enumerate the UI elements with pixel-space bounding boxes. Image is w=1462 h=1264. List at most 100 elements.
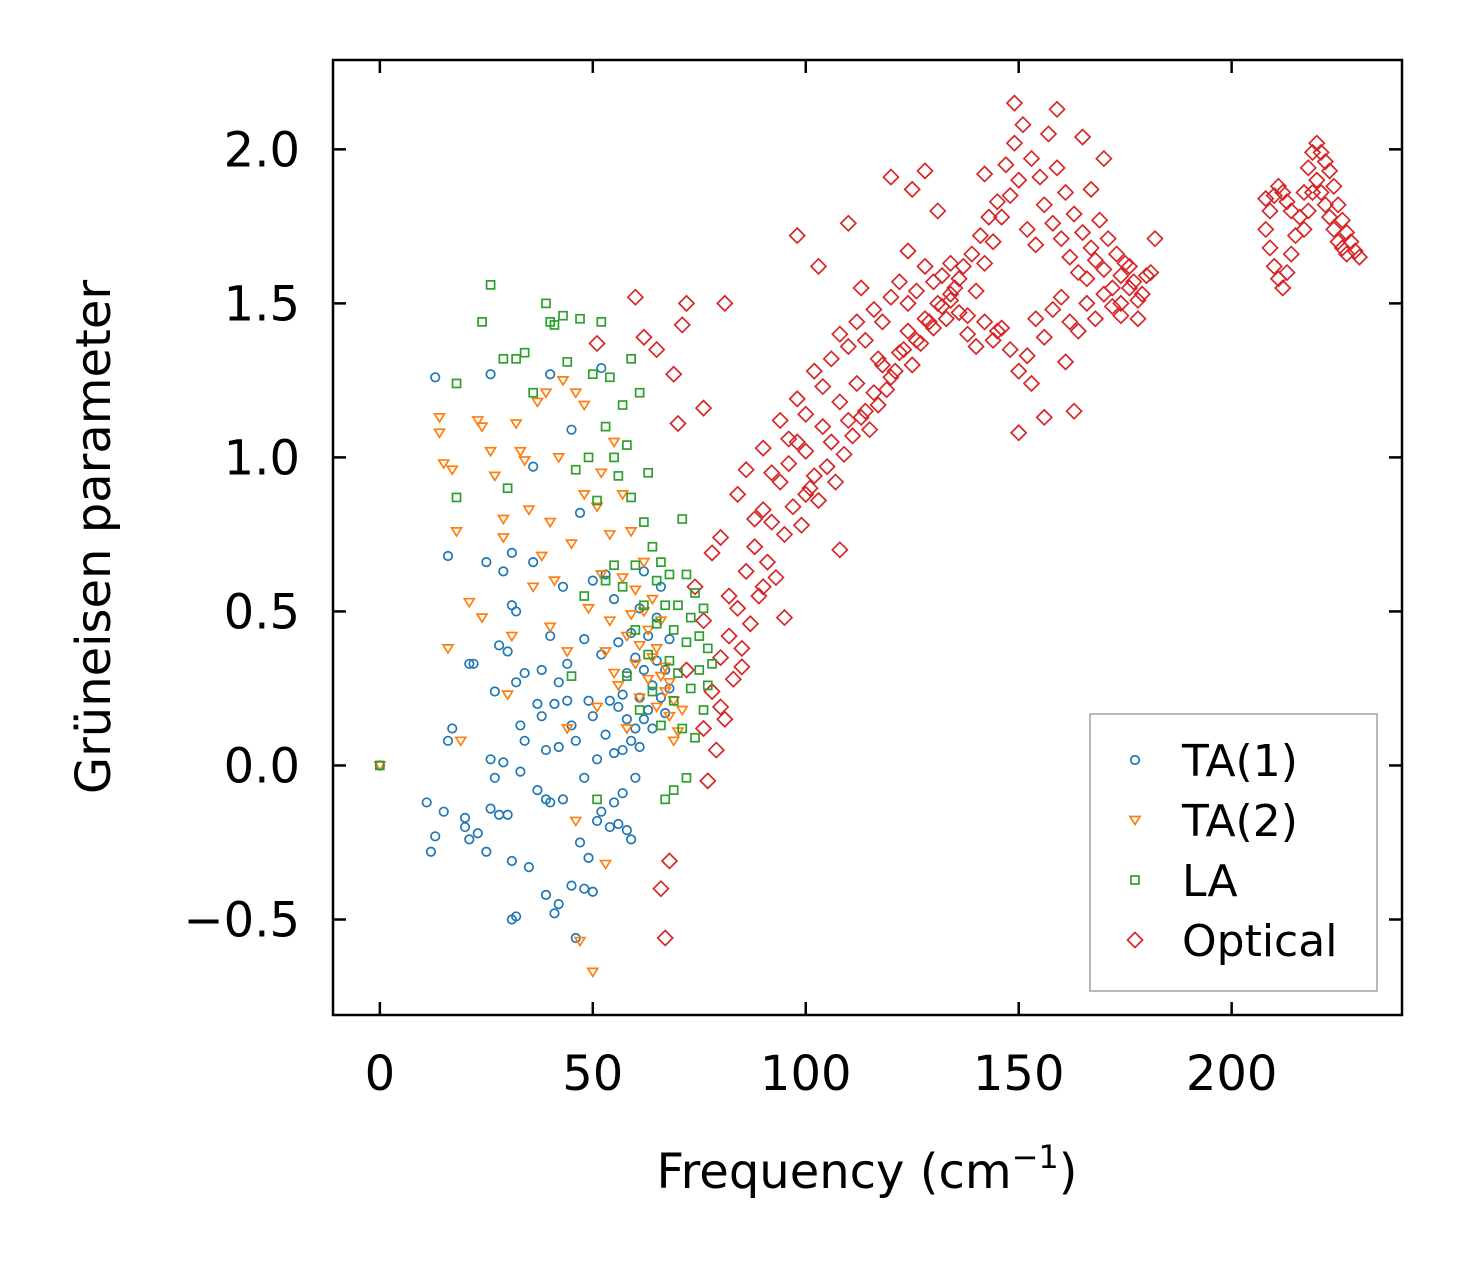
y-tick-label: 1.0 — [224, 430, 300, 486]
data-point — [583, 452, 594, 463]
data-point — [621, 714, 632, 725]
data-point — [1308, 171, 1326, 189]
data-point — [421, 797, 432, 808]
data-point — [562, 695, 573, 706]
data-point — [797, 442, 815, 460]
data-point — [607, 668, 621, 680]
data-point — [656, 929, 674, 947]
data-point — [950, 270, 968, 288]
data-point — [530, 397, 544, 409]
x-axis-label: Frequency (cm−1) — [656, 1138, 1077, 1200]
data-point — [792, 516, 811, 534]
data-point — [528, 461, 539, 472]
data-point — [1278, 193, 1296, 211]
data-point — [1295, 183, 1313, 202]
data-point — [600, 729, 611, 740]
data-point — [604, 821, 615, 833]
data-point — [626, 834, 637, 845]
data-point — [660, 600, 671, 611]
y-tick-label: 0.0 — [224, 738, 300, 794]
data-point — [532, 698, 543, 709]
data-point — [1265, 257, 1283, 276]
data-point — [941, 285, 960, 303]
data-point — [805, 467, 823, 485]
data-point — [694, 611, 713, 630]
data-point — [1282, 245, 1300, 263]
data-point — [1069, 322, 1088, 340]
data-point — [511, 606, 522, 617]
data-point — [877, 380, 896, 399]
data-point — [673, 316, 691, 334]
data-point — [599, 859, 613, 871]
data-point — [438, 806, 449, 817]
y-tick-label: 2.0 — [224, 122, 300, 178]
series-ta-2- — [373, 376, 689, 978]
data-point — [608, 594, 620, 605]
data-point — [818, 457, 836, 476]
data-point — [608, 748, 620, 759]
data-point — [515, 766, 526, 777]
data-point — [604, 372, 615, 383]
data-point — [570, 464, 581, 475]
data-point — [1261, 202, 1279, 220]
data-point — [662, 711, 676, 723]
data-point — [613, 471, 624, 481]
data-point — [839, 411, 858, 430]
data-point — [481, 846, 492, 857]
data-point — [681, 637, 692, 648]
data-point — [630, 625, 641, 635]
data-point — [958, 325, 977, 343]
data-point — [638, 664, 650, 676]
data-point — [694, 631, 705, 641]
data-point — [1316, 152, 1335, 171]
data-point — [809, 491, 828, 510]
data-point — [1005, 134, 1024, 152]
y-axis-label: Grüneisen parameter — [66, 280, 122, 795]
data-point — [425, 846, 437, 857]
data-point — [1308, 134, 1326, 152]
data-point — [1116, 254, 1134, 273]
data-point — [592, 495, 602, 506]
data-point — [656, 720, 666, 731]
data-point — [654, 671, 668, 683]
data-point — [1282, 202, 1300, 220]
data-point — [523, 862, 535, 873]
data-point — [639, 600, 649, 611]
data-point — [506, 547, 517, 559]
data-point — [1257, 220, 1275, 239]
data-point — [992, 319, 1011, 337]
data-point — [374, 760, 385, 771]
data-point — [831, 325, 849, 343]
data-point — [1065, 402, 1083, 420]
data-point — [462, 597, 476, 609]
data-point — [1286, 226, 1305, 245]
data-point — [1095, 285, 1113, 303]
data-point — [519, 347, 530, 358]
data-point — [984, 233, 1002, 251]
data-point — [728, 485, 747, 504]
data-point — [626, 492, 636, 503]
data-point — [1052, 229, 1070, 248]
data-point — [754, 501, 772, 519]
data-point — [954, 257, 973, 276]
data-point — [1022, 374, 1041, 393]
data-point — [882, 168, 900, 186]
data-point — [754, 439, 772, 457]
data-point — [600, 575, 611, 586]
data-point — [997, 156, 1015, 174]
data-point — [613, 637, 624, 648]
data-point — [613, 701, 624, 713]
data-point — [641, 625, 655, 637]
data-point — [545, 797, 556, 808]
data-point — [992, 208, 1011, 226]
data-point — [511, 677, 522, 688]
data-point — [698, 603, 709, 614]
data-point — [1014, 115, 1032, 134]
data-point — [1346, 242, 1364, 260]
data-point — [617, 400, 628, 410]
data-point — [1303, 183, 1322, 202]
data-point — [882, 288, 900, 306]
data-point — [566, 880, 577, 891]
data-point — [1027, 236, 1045, 254]
data-point — [1069, 263, 1088, 282]
